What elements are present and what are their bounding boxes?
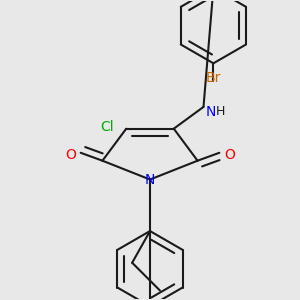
Text: O: O [65, 148, 76, 162]
Text: N: N [145, 173, 155, 188]
Text: O: O [224, 148, 235, 162]
Text: H: H [215, 105, 225, 118]
Text: Br: Br [206, 71, 221, 85]
Text: Cl: Cl [101, 120, 114, 134]
Text: N: N [206, 105, 216, 119]
